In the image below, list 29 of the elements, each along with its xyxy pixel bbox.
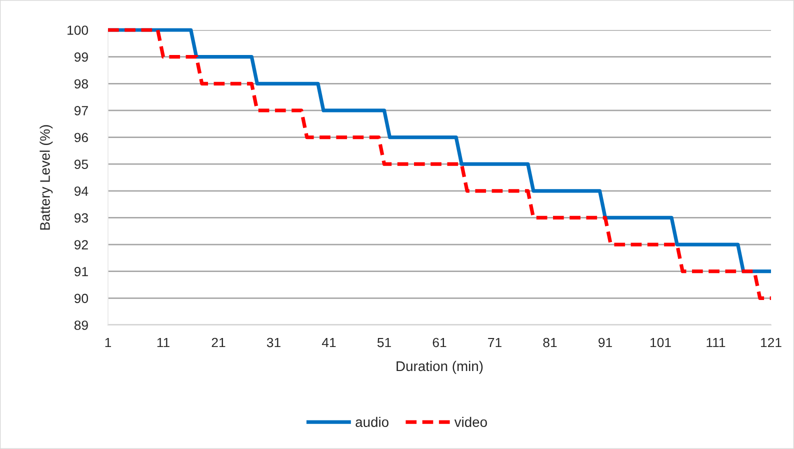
x-tick-label: 31 [266,338,280,348]
x-tick-label: 61 [432,338,446,348]
y-tick-label: 97 [74,106,88,116]
x-tick-label: 21 [212,338,226,348]
x-axis-title: Duration (min) [396,360,483,374]
y-tick-label: 90 [74,294,88,304]
y-tick-label: 96 [74,132,88,142]
x-tick-label: 71 [488,338,502,348]
x-tick-label: 111 [706,338,726,348]
y-axis-title: Battery Level (%) [40,125,53,230]
x-tick-label: 101 [650,338,671,348]
x-tick-label: 51 [377,338,391,348]
x-tick-label: 1 [105,338,112,348]
x-tick-label: 121 [761,338,782,348]
y-tick-label: 93 [74,213,88,223]
y-tick-label: 95 [74,160,88,169]
x-tick-label: 41 [322,338,336,348]
x-tick-label: 91 [598,338,612,348]
legend-label: video [454,416,487,428]
y-tick-label: 92 [74,240,88,250]
y-tick-label: 91 [74,266,88,276]
x-tick-label: 11 [157,338,170,348]
y-tick-label: 94 [74,186,88,196]
x-tick-label: 81 [543,338,557,348]
y-tick-label: 100 [68,26,88,35]
y-tick-label: 89 [74,320,88,330]
y-tick-label: 99 [74,52,88,62]
y-tick-label: 98 [74,79,88,89]
legend-label: audio [356,416,388,428]
